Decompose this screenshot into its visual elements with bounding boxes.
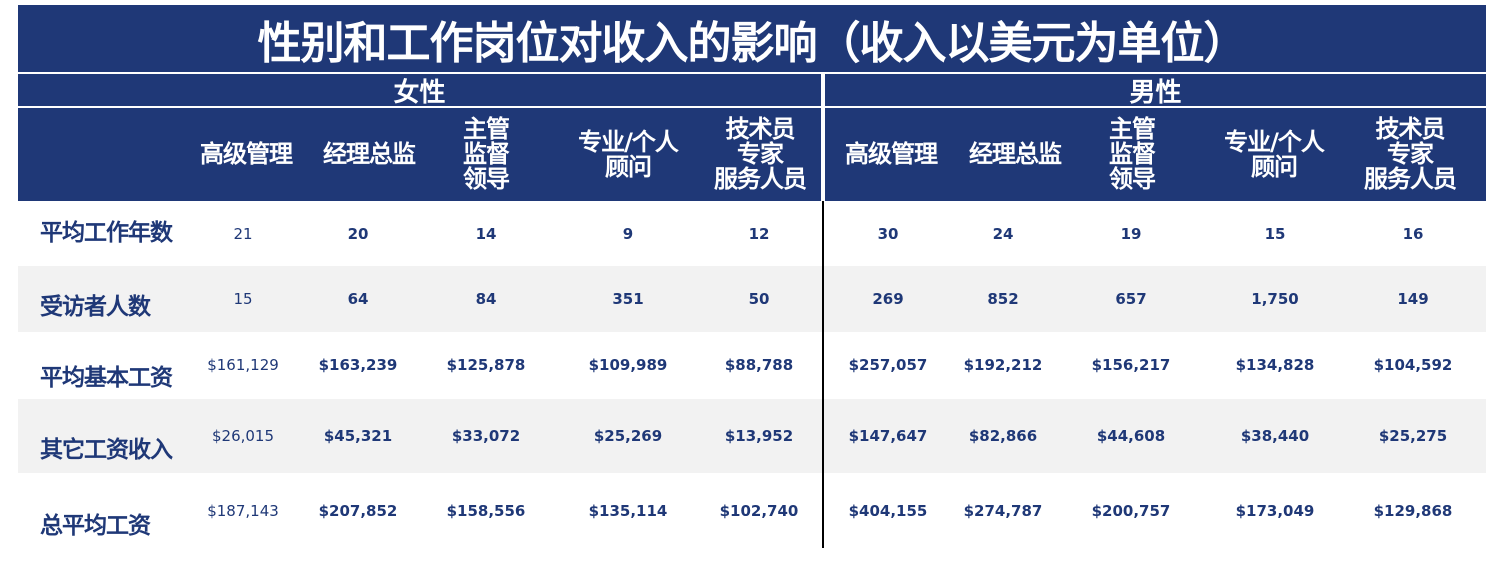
- row-label-avg-base-salary: 平均基本工资: [40, 365, 173, 391]
- table-cell: $207,852: [318, 502, 398, 520]
- table-cell: $129,868: [1373, 502, 1453, 520]
- table-cell: $404,155: [848, 502, 928, 520]
- table-cell: 16: [1402, 225, 1424, 243]
- table-cell: $158,556: [446, 502, 526, 520]
- table-cell: $25,275: [1378, 427, 1448, 445]
- table-cell: $134,828: [1235, 356, 1315, 374]
- table-cell: $135,114: [588, 502, 668, 520]
- table-cell: $274,787: [963, 502, 1043, 520]
- col-header-male-supervisor: 主管 监督 领导: [1109, 115, 1156, 193]
- table-cell: $147,647: [848, 427, 928, 445]
- table-cell: 84: [475, 290, 497, 308]
- col-header-female-professional: 专业/个人 顾问: [578, 127, 679, 181]
- table-cell: $187,143: [207, 502, 279, 520]
- group-header-male: 男性: [825, 74, 1486, 108]
- table-cell: $104,592: [1373, 356, 1453, 374]
- title-bar: 性别和工作岗位对收入的影响（收入以美元为单位）: [18, 5, 1486, 72]
- table-cell: 20: [347, 225, 369, 243]
- col-header-female-supervisor: 主管 监督 领导: [463, 115, 510, 193]
- col-header-female-manager-director: 经理总监: [323, 140, 416, 168]
- col-header-female-technician: 技术员 专家 服务人员: [714, 115, 807, 193]
- table-cell: 64: [347, 290, 369, 308]
- table-cell: 657: [1115, 290, 1147, 308]
- col-header-male-manager-director: 经理总监: [969, 140, 1062, 168]
- row-label-other-income: 其它工资收入: [40, 437, 173, 463]
- table-cell: $25,269: [593, 427, 663, 445]
- row-band: [18, 266, 1486, 332]
- table-cell: 21: [233, 225, 253, 243]
- table-cell: 269: [872, 290, 904, 308]
- table-cell: 15: [233, 290, 253, 308]
- col-header-female-senior-mgmt: 高级管理: [200, 140, 293, 168]
- table-cell: $161,129: [207, 356, 279, 374]
- table-cell: $88,788: [724, 356, 794, 374]
- col-header-male-technician: 技术员 专家 服务人员: [1364, 115, 1457, 193]
- section-divider: [822, 201, 824, 548]
- table-cell: $257,057: [848, 356, 928, 374]
- row-band: [18, 399, 1486, 473]
- table-cell: 9: [622, 225, 634, 243]
- table-cell: $38,440: [1240, 427, 1310, 445]
- table-cell: 12: [748, 225, 770, 243]
- table-cell: 50: [748, 290, 770, 308]
- table-cell: $200,757: [1091, 502, 1171, 520]
- table-cell: $45,321: [323, 427, 393, 445]
- table-cell: $125,878: [446, 356, 526, 374]
- table-cell: $109,989: [588, 356, 668, 374]
- row-label-respondents: 受访者人数: [40, 294, 151, 320]
- table-cell: $156,217: [1091, 356, 1171, 374]
- table-cell: $33,072: [451, 427, 521, 445]
- table-cell: 24: [992, 225, 1014, 243]
- col-header-male-senior-mgmt: 高级管理: [845, 140, 938, 168]
- table-cell: 19: [1120, 225, 1142, 243]
- row-label-avg-years: 平均工作年数: [40, 220, 173, 246]
- table-cell: 15: [1264, 225, 1286, 243]
- table-cell: $44,608: [1096, 427, 1166, 445]
- table-cell: $82,866: [968, 427, 1038, 445]
- row-label-total-avg-salary: 总平均工资: [40, 513, 151, 539]
- group-header-female: 女性: [18, 74, 821, 108]
- table-cell: 1,750: [1251, 290, 1299, 308]
- table-cell: 852: [987, 290, 1019, 308]
- page-title: 性别和工作岗位对收入的影响（收入以美元为单位）: [257, 17, 1248, 69]
- table-cell: 14: [475, 225, 497, 243]
- table-cell: $192,212: [963, 356, 1043, 374]
- column-header-band-male: [825, 108, 1486, 201]
- table-cell: $26,015: [211, 427, 275, 445]
- table-cell: 351: [612, 290, 644, 308]
- col-header-male-professional: 专业/个人 顾问: [1224, 127, 1325, 181]
- column-header-band-female: [18, 108, 821, 201]
- table-cell: 30: [877, 225, 899, 243]
- table-cell: $163,239: [318, 356, 398, 374]
- table-cell: $13,952: [724, 427, 794, 445]
- table-cell: 149: [1397, 290, 1429, 308]
- table-cell: $173,049: [1235, 502, 1315, 520]
- table-cell: $102,740: [719, 502, 799, 520]
